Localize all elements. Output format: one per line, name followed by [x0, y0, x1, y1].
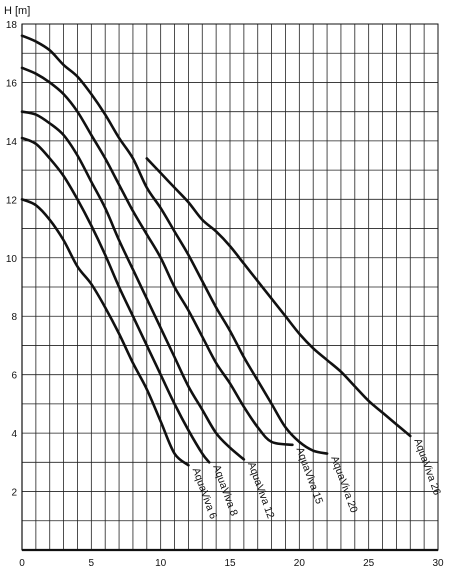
x-tick-label: 0 [19, 558, 25, 569]
y-axis-title: H [m] [4, 5, 30, 17]
y-tick-label: 4 [11, 429, 17, 440]
series-curve [20, 198, 190, 467]
x-tick-label: 15 [224, 558, 236, 569]
x-tick-label: 20 [294, 558, 306, 569]
y-tick-label: 16 [6, 78, 18, 89]
series-curve [145, 157, 412, 438]
x-tick-label: 5 [89, 558, 95, 569]
axis-layer: 0 5 10 15 20 25 30 2 4 6 8 10 12 14 16 18 [6, 20, 444, 569]
series-curve [20, 34, 329, 455]
y-tick-label: 18 [6, 20, 18, 31]
y-tick-label: 14 [6, 137, 18, 148]
y-tick-label: 2 [11, 488, 17, 499]
series-curve [20, 110, 246, 461]
y-tick-label: 10 [6, 254, 18, 265]
x-tick-label: 30 [432, 558, 444, 569]
y-tick-label: 8 [11, 312, 17, 323]
x-tick-label: 25 [363, 558, 375, 569]
grid-layer [22, 24, 438, 550]
series-curve [20, 136, 211, 464]
y-tick-label: 6 [11, 371, 17, 382]
y-tick-label: 12 [6, 195, 18, 206]
series-curve [20, 66, 294, 447]
x-tick-label: 10 [155, 558, 167, 569]
series-layer [20, 34, 412, 467]
